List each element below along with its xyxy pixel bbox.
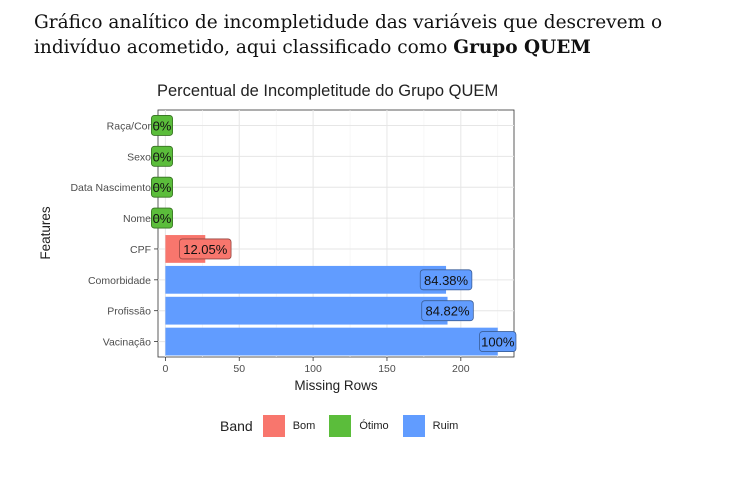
data-label-box bbox=[479, 331, 517, 352]
data-label-text: 0% bbox=[153, 180, 172, 195]
data-label: 0% bbox=[150, 176, 173, 198]
chart-title: Percentual de Incompletitude do Grupo QU… bbox=[157, 82, 498, 100]
data-label-box bbox=[179, 238, 232, 260]
data-label: 84.82% bbox=[421, 300, 474, 322]
data-label-text: 100% bbox=[481, 335, 515, 350]
data-label-box bbox=[150, 145, 173, 167]
y-axis-label: Features bbox=[38, 206, 53, 260]
data-label-box bbox=[150, 115, 173, 136]
data-label-text: 0% bbox=[153, 211, 172, 226]
data-label: 12.05% bbox=[179, 238, 232, 260]
data-label-box bbox=[150, 207, 173, 229]
y-tick-label: Sexo bbox=[127, 151, 151, 163]
y-tick-label: Raça/Cor bbox=[107, 120, 152, 132]
data-label-text: 84.38% bbox=[424, 273, 469, 288]
caption-text: Gráfico analítico de incompletidude das … bbox=[34, 12, 663, 58]
y-tick-label: Data Nascimento bbox=[70, 182, 151, 194]
data-label-text: 0% bbox=[153, 149, 172, 164]
legend-swatch-bom bbox=[262, 415, 285, 437]
data-label-box bbox=[150, 176, 173, 198]
x-axis: 0 50 100 150 200 bbox=[162, 357, 470, 375]
legend-item-ruim: Ruim bbox=[402, 415, 459, 437]
x-tick-label: 50 bbox=[233, 363, 245, 375]
y-tick-label: CPF bbox=[130, 244, 151, 256]
bar bbox=[165, 327, 498, 356]
figure-caption: Gráfico analítico de incompletidude das … bbox=[34, 10, 734, 60]
legend-label-bom: Bom bbox=[292, 420, 316, 432]
legend-item-otimo: Ótimo bbox=[329, 415, 389, 437]
legend-swatch-ruim bbox=[402, 415, 425, 437]
data-label: 0% bbox=[150, 145, 173, 167]
y-tick-label: Profissão bbox=[107, 306, 151, 318]
y-tick-label: Nome bbox=[123, 213, 151, 225]
data-label-box bbox=[419, 269, 473, 291]
legend-swatch-otimo bbox=[329, 415, 352, 437]
data-label-box bbox=[421, 300, 474, 322]
data-label: 0% bbox=[150, 115, 173, 136]
legend-item-bom: Bom bbox=[262, 415, 316, 437]
caption-bold: Grupo QUEM bbox=[453, 37, 591, 58]
bars: 0% 0% 0% 0% 12.05% 84.38% 84.82% 100% bbox=[150, 115, 517, 356]
bar bbox=[165, 265, 447, 294]
data-label-text: 0% bbox=[153, 118, 172, 133]
legend: Band Bom Ótimo Ruim bbox=[220, 415, 472, 437]
bar bbox=[165, 296, 448, 325]
y-tick-label: Comorbidade bbox=[88, 275, 151, 287]
x-axis-label: Missing Rows bbox=[294, 378, 378, 393]
data-label: 100% bbox=[479, 331, 517, 352]
y-axis: Raça/Cor Sexo Data Nascimento Nome CPF Comorb… bbox=[70, 120, 158, 349]
data-label-text: 84.82% bbox=[425, 304, 470, 319]
bar-chart: Percentual de Incompletitude do Grupo QU… bbox=[38, 82, 517, 393]
x-tick-label: 200 bbox=[452, 363, 470, 375]
legend-label-ruim: Ruim bbox=[432, 420, 459, 432]
legend-title: Band bbox=[220, 418, 253, 434]
x-tick-label: 150 bbox=[378, 363, 396, 375]
y-tick-label: Vacinação bbox=[103, 337, 151, 349]
x-tick-label: 100 bbox=[304, 363, 322, 375]
data-label: 84.38% bbox=[419, 269, 473, 291]
x-tick-label: 0 bbox=[162, 363, 168, 375]
legend-label-otimo: Ótimo bbox=[359, 420, 389, 432]
data-label: 0% bbox=[150, 207, 173, 229]
data-label-text: 12.05% bbox=[183, 242, 228, 257]
